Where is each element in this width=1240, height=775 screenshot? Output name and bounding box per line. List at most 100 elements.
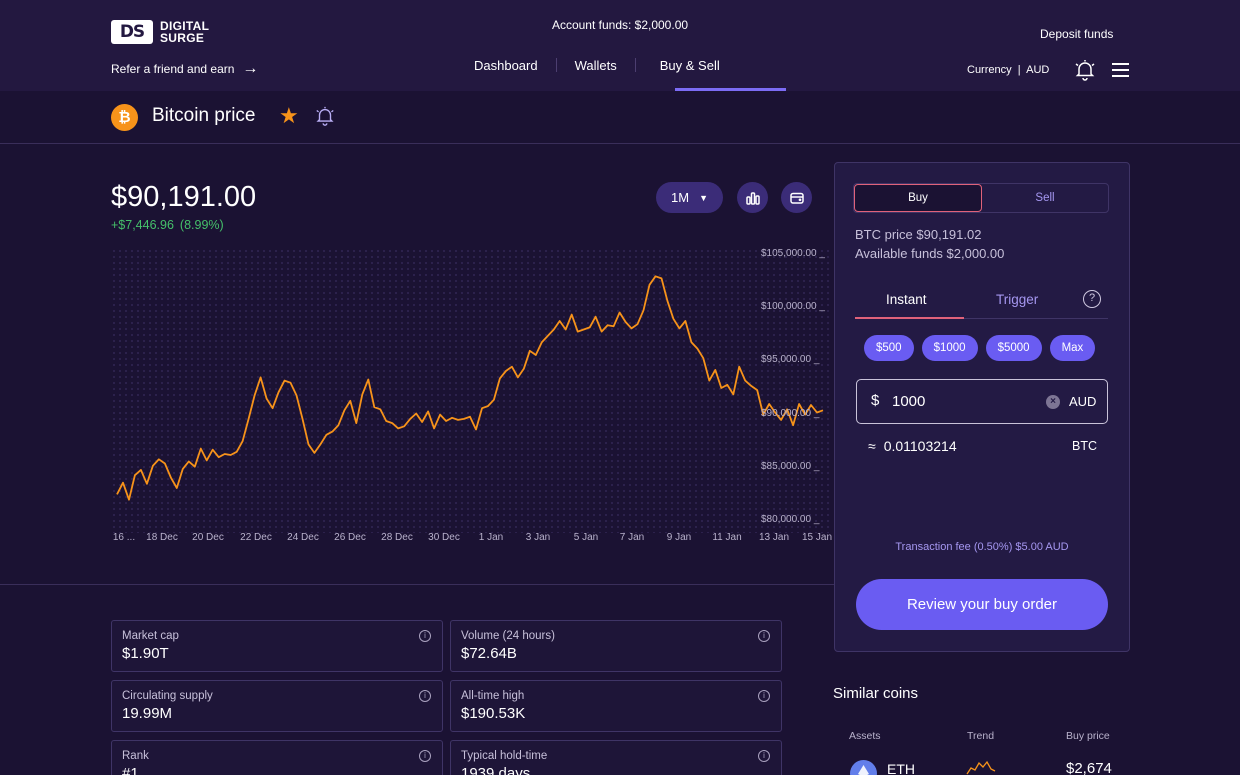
nav-divider [555,58,557,72]
logo[interactable]: DS DIGITAL SURGE [111,20,209,44]
available-funds-info: Available funds $2,000.00 [855,246,1005,261]
info-icon[interactable]: i [758,630,770,642]
page-title: Bitcoin price [152,105,256,126]
x-tick-label: 11 Jan [712,532,742,543]
quick-amount-chips: $500 $1000 $5000 Max [864,335,1103,361]
currency-separator: | [1014,64,1024,76]
price-series-line [116,275,824,501]
transaction-fee: Transaction fee (0.50%) $5.00 AUD [895,541,1069,553]
btc-unit: BTC [1072,439,1097,453]
chip-500[interactable]: $500 [864,335,914,361]
chip-1000[interactable]: $1000 [921,335,978,361]
y-tick-label: $80,000.00 _ [761,514,820,525]
nav-active-indicator [675,88,786,91]
similar-coins-title: Similar coins [833,685,919,702]
account-funds: Account funds: $2,000.00 [551,18,689,32]
amount-currency: AUD [1069,394,1097,409]
stat-value: 19.99M [122,705,173,722]
logo-text: DIGITAL SURGE [160,20,209,44]
col-trend: Trend [967,730,995,742]
chart-type-button[interactable] [737,182,768,213]
tab-instant[interactable]: Instant [886,292,927,307]
stat-rank: Rank #1 i [111,740,443,775]
x-tick-label: 26 Dec [334,532,366,543]
amount-currency-symbol: $ [871,392,880,409]
chip-5000[interactable]: $5000 [985,335,1042,361]
x-tick-label: 3 Jan [525,532,551,543]
coin-title-row: ₿ Bitcoin price ★ [0,91,1240,144]
stat-value: $190.53K [461,705,526,722]
x-tick-label: 7 Jan [619,532,645,543]
x-tick-label: 1 Jan [478,532,504,543]
stat-hold-time: Typical hold-time 1939 days i [450,740,782,775]
wallet-button[interactable] [781,182,812,213]
logo-line-2: SURGE [160,31,205,45]
currency-label: Currency [967,64,1012,76]
x-tick-label: 15 Jan [801,532,833,543]
btc-equivalent: ≈0.01103214 [868,438,957,454]
stat-label: Market cap [122,630,179,642]
chart-grid [111,248,831,533]
amount-value[interactable]: 1000 [892,393,926,410]
info-icon[interactable]: i [419,630,431,642]
btc-price-info: BTC price $90,191.02 [855,227,982,242]
nav-dashboard[interactable]: Dashboard [474,57,538,73]
stat-label: All-time high [461,690,525,702]
order-type-tabs: Instant Trigger ? [855,287,1108,319]
y-tick-label: $85,000.00 _ [761,460,820,472]
sell-tab[interactable]: Sell [1035,192,1055,204]
help-icon[interactable]: ? [1083,290,1101,308]
review-buy-order-button[interactable]: Review your buy order [856,579,1108,630]
stat-label: Volume (24 hours) [461,630,555,642]
clear-icon[interactable]: × [1046,395,1060,409]
price-alert-bell-icon[interactable] [314,105,336,127]
favorite-star-icon[interactable]: ★ [279,103,299,128]
refer-label: Refer a friend and earn [111,62,235,76]
x-tick-label: 24 Dec [287,532,319,543]
y-tick-label: $100,000.00 _ [761,301,825,313]
y-tick-label: $90,000.00 _ [761,407,820,419]
info-icon[interactable]: i [758,750,770,762]
stat-market-cap: Market cap $1.90T i [111,620,443,672]
x-tick-label: 22 Dec [240,532,272,543]
logo-line-1: DIGITAL [160,19,210,33]
nav-buy-sell[interactable]: Buy & Sell [659,57,720,73]
buy-tab[interactable]: Buy [854,184,982,212]
buy-sell-toggle: Buy Sell [853,183,1109,213]
trend-sparkline [966,760,996,775]
stat-volume: Volume (24 hours) $72.64B i [450,620,782,672]
asset-name[interactable]: ETH [887,761,915,775]
btc-equivalent-value: 0.01103214 [883,438,957,454]
y-tick-label: $95,000.00 _ [761,354,820,366]
chevron-down-icon: ▼ [699,192,708,203]
time-range-value: 1M [671,190,690,205]
x-tick-label: 20 Dec [192,532,224,543]
price-line-chart [116,275,824,501]
info-icon[interactable]: i [758,690,770,702]
hamburger-menu-icon[interactable] [1112,63,1129,77]
currency-selector[interactable]: Currency | AUD [967,64,1049,76]
stat-all-time-high: All-time high $190.53K i [450,680,782,732]
stat-label: Typical hold-time [461,750,548,762]
info-icon[interactable]: i [419,750,431,762]
x-tick-label: 13 Jan [758,532,790,543]
ethereum-icon [850,760,877,775]
notification-bell-icon[interactable] [1073,58,1097,82]
bar-chart-icon [745,191,760,205]
col-buy-price: Buy price [1066,730,1110,742]
chip-max[interactable]: Max [1049,335,1096,361]
stat-value: $72.64B [461,645,517,662]
info-icon[interactable]: i [419,690,431,702]
deposit-funds-link[interactable]: Deposit funds [1040,27,1114,41]
refer-link[interactable]: Refer a friend and earn → [111,61,258,77]
x-tick-label: 30 Dec [428,532,460,543]
nav-wallets[interactable]: Wallets [574,57,617,73]
stat-value: $1.90T [122,645,169,662]
col-assets: Assets [849,730,881,742]
nav-divider [634,58,636,72]
price-change-percent: (8.99%) [179,218,224,232]
amount-input[interactable]: $ 1000 × AUD [856,379,1108,424]
time-range-dropdown[interactable]: 1M ▼ [656,182,723,213]
tab-trigger[interactable]: Trigger [996,292,1039,307]
x-tick-label: 28 Dec [381,532,413,543]
